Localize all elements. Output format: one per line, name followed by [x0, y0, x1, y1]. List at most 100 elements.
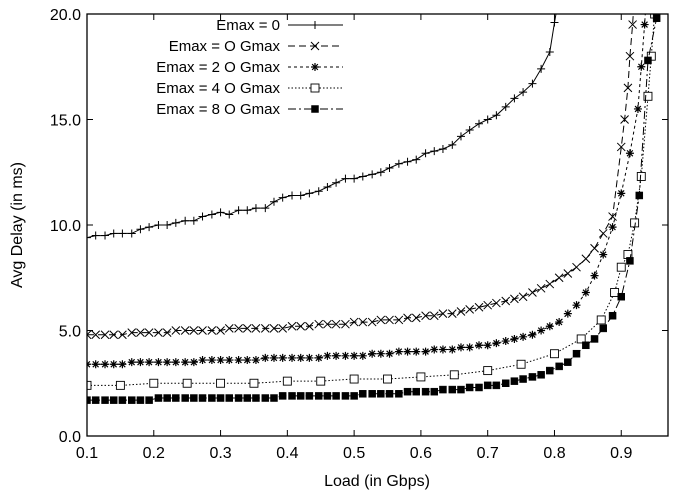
data-point	[554, 0, 562, 7]
legend-marker	[310, 83, 320, 93]
data-point	[251, 324, 261, 333]
data-point	[261, 394, 270, 402]
data-point	[456, 343, 465, 352]
x-tick-label: 0.9	[610, 445, 632, 462]
data-point	[528, 330, 537, 339]
data-point	[610, 288, 620, 297]
data-point	[296, 191, 305, 200]
data-point	[118, 360, 127, 369]
data-point	[278, 324, 288, 333]
y-axis-label: Avg Delay (in ms)	[9, 162, 26, 288]
data-point	[198, 212, 207, 221]
data-point	[368, 349, 377, 358]
data-point	[377, 390, 385, 398]
data-point	[163, 358, 172, 367]
data-point	[572, 301, 581, 310]
data-point	[154, 358, 163, 367]
data-point	[590, 335, 599, 343]
x-tick-label: 0.3	[209, 445, 231, 462]
data-point	[590, 271, 599, 280]
data-point	[341, 319, 350, 329]
data-point	[314, 319, 324, 329]
data-point	[118, 229, 127, 238]
data-point	[608, 223, 617, 232]
x-tick-label: 0.1	[76, 445, 98, 462]
data-point	[633, 104, 642, 113]
data-point	[518, 292, 528, 302]
data-point	[207, 210, 216, 219]
data-point	[394, 315, 404, 325]
data-point	[403, 387, 412, 396]
data-point	[448, 345, 457, 354]
ticks-group: 0.1 0.2 0.3 0.4 0.5 0.6 0.7 0.8 0.9 0.0 5.0 10.0 15.…	[50, 7, 668, 462]
data-point	[376, 349, 385, 358]
data-point	[555, 362, 563, 371]
data-point	[305, 321, 314, 331]
legend-marker	[311, 105, 319, 113]
data-point	[323, 183, 332, 192]
data-point	[637, 62, 646, 71]
data-point	[457, 385, 465, 394]
data-point	[492, 339, 501, 348]
data-point	[101, 360, 110, 369]
data-point	[323, 351, 332, 360]
data-point	[115, 380, 125, 390]
data-point	[282, 376, 292, 386]
data-point	[623, 83, 633, 93]
legend-entry: Emax = 4 O Gmax	[156, 80, 343, 97]
data-point	[483, 381, 492, 390]
legend-entry: Emax = O Gmax	[169, 38, 343, 55]
data-point	[234, 324, 243, 333]
data-point	[225, 394, 233, 402]
data-point	[136, 225, 145, 234]
data-point	[492, 381, 501, 390]
data-point	[287, 321, 297, 331]
data-point	[234, 394, 243, 402]
data-point	[316, 376, 326, 386]
data-point	[332, 178, 341, 187]
data-point	[269, 353, 278, 362]
data-point	[383, 374, 392, 384]
data-point	[251, 356, 260, 365]
data-point	[359, 390, 367, 398]
data-point	[189, 326, 199, 335]
data-point	[403, 347, 412, 356]
legend-label: Emax = 2 O Gmax	[156, 59, 280, 76]
data-point	[358, 317, 368, 327]
data-point	[537, 371, 545, 379]
data-point	[171, 326, 181, 335]
data-point	[510, 94, 519, 103]
data-point	[501, 379, 510, 387]
data-point	[349, 374, 359, 384]
data-point	[332, 392, 340, 400]
data-point	[554, 273, 564, 283]
x-tick-label: 0.4	[276, 445, 298, 462]
data-point	[599, 250, 608, 259]
data-point	[546, 366, 554, 375]
data-point	[288, 353, 297, 362]
data-point	[145, 358, 154, 367]
data-point	[519, 375, 527, 383]
data-point	[91, 396, 100, 404]
data-point	[582, 341, 590, 350]
data-point	[545, 279, 555, 289]
data-point	[403, 157, 412, 166]
data-point	[87, 396, 91, 404]
legend-entry: Emax = 2 O Gmax	[156, 59, 343, 76]
data-point	[181, 394, 189, 402]
data-point	[87, 233, 91, 242]
data-point	[576, 334, 586, 344]
data-point	[261, 353, 270, 362]
data-point	[243, 394, 252, 402]
data-point	[385, 164, 394, 173]
data-point	[207, 326, 217, 335]
data-point	[483, 115, 492, 124]
data-point	[154, 221, 163, 229]
data-point	[323, 392, 332, 400]
y-tick-label: 10.0	[50, 218, 81, 235]
data-point	[163, 394, 171, 402]
data-point	[101, 396, 109, 404]
data-point	[296, 321, 306, 331]
y-tick-label: 15.0	[50, 113, 81, 130]
data-point	[620, 115, 629, 124]
